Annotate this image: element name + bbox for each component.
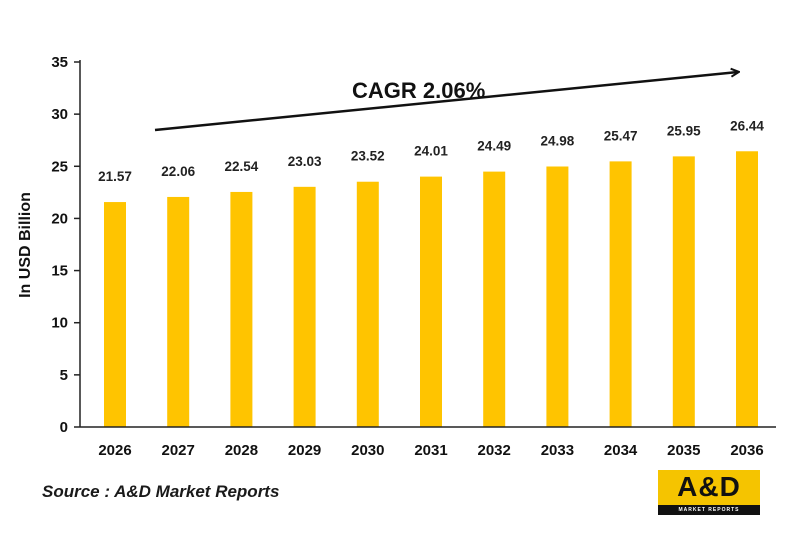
logo-text: A&D: [677, 471, 741, 502]
bar-2031: [420, 176, 442, 427]
bar-2028: [230, 191, 253, 427]
bar-2034: [609, 161, 632, 428]
y-axis-label: In USD Billion: [17, 192, 34, 298]
x-tick-label: 2029: [288, 442, 321, 459]
x-tick-label: 2030: [351, 442, 384, 459]
x-tick-label: 2033: [541, 442, 574, 459]
data-label-2031: 24.01: [414, 144, 448, 159]
x-tick-label: 2026: [98, 442, 131, 459]
y-tick-label: 25: [51, 158, 68, 175]
data-label-2033: 24.98: [541, 133, 575, 148]
cagr-annotation: CAGR 2.06%: [352, 78, 485, 103]
x-tick-label: 2035: [667, 442, 700, 459]
bar-2036: [736, 151, 758, 428]
x-tick-label: 2032: [478, 442, 511, 459]
y-tick-label: 35: [51, 54, 68, 71]
x-tick-label: 2036: [730, 442, 763, 459]
bar-2033: [546, 166, 569, 427]
data-label-2032: 24.49: [477, 139, 511, 154]
logo-tagline-bar: [658, 505, 760, 515]
data-label-2028: 22.54: [225, 159, 259, 174]
y-tick-label: 30: [51, 106, 68, 123]
data-label-2034: 25.47: [604, 128, 638, 143]
data-label-2030: 23.52: [351, 149, 385, 164]
x-tick-label: 2031: [414, 442, 447, 459]
logo-tagline: MARKET REPORTS: [678, 507, 740, 513]
data-label-2027: 22.06: [161, 164, 195, 179]
bar-2026: [104, 202, 126, 427]
x-tick-label: 2028: [225, 442, 258, 459]
data-label-2029: 23.03: [288, 154, 322, 169]
y-tick-label: 10: [51, 315, 68, 332]
y-tick-label: 20: [51, 210, 68, 227]
bar-2027: [167, 196, 190, 427]
bar-2032: [483, 171, 506, 427]
bar-2029: [293, 186, 316, 427]
y-tick-label: 0: [60, 419, 68, 436]
y-tick-label: 15: [51, 263, 68, 280]
data-label-2035: 25.95: [667, 123, 701, 138]
bar-2035: [672, 156, 695, 427]
x-tick-label: 2027: [162, 442, 195, 459]
brand-logo: A&D MARKET REPORTS: [658, 470, 760, 515]
source-caption: Source : A&D Market Reports: [42, 482, 280, 501]
y-tick-label: 5: [60, 367, 68, 384]
cagr-arrow: [154, 72, 738, 132]
data-label-2036: 26.44: [730, 118, 764, 133]
x-tick-label: 2034: [604, 442, 638, 459]
bar-2030: [356, 181, 379, 427]
data-label-2026: 21.57: [98, 169, 132, 184]
